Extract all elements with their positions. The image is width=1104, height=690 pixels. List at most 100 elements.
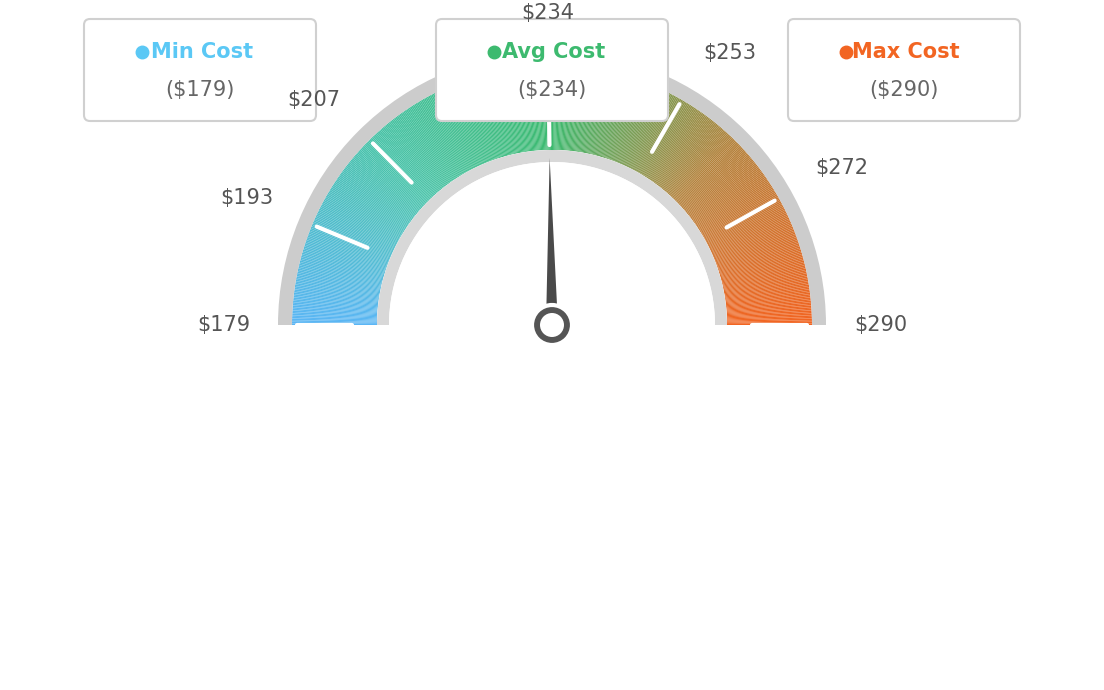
Wedge shape <box>725 286 809 299</box>
Wedge shape <box>295 286 379 299</box>
Wedge shape <box>572 67 583 151</box>
Wedge shape <box>534 66 541 150</box>
Wedge shape <box>294 294 379 305</box>
Wedge shape <box>467 79 496 159</box>
Wedge shape <box>711 217 789 253</box>
Wedge shape <box>294 299 378 308</box>
Wedge shape <box>293 315 378 319</box>
Wedge shape <box>630 92 670 169</box>
Wedge shape <box>714 228 794 261</box>
Wedge shape <box>726 317 811 321</box>
Wedge shape <box>317 213 394 250</box>
Wedge shape <box>692 170 762 221</box>
Wedge shape <box>560 66 565 150</box>
Wedge shape <box>464 80 493 160</box>
Wedge shape <box>306 240 386 269</box>
Wedge shape <box>412 106 458 178</box>
Wedge shape <box>716 239 798 268</box>
Wedge shape <box>510 68 524 152</box>
Text: $193: $193 <box>221 188 274 208</box>
Wedge shape <box>347 164 414 218</box>
Wedge shape <box>518 67 530 152</box>
Wedge shape <box>726 301 811 310</box>
Wedge shape <box>684 155 751 212</box>
Wedge shape <box>723 268 806 288</box>
Wedge shape <box>332 184 405 231</box>
Wedge shape <box>517 67 529 152</box>
Wedge shape <box>613 81 644 161</box>
Text: ($179): ($179) <box>166 80 235 100</box>
Wedge shape <box>687 159 753 215</box>
Wedge shape <box>401 112 450 183</box>
Wedge shape <box>588 70 607 154</box>
Wedge shape <box>479 75 505 157</box>
Wedge shape <box>640 100 684 175</box>
Wedge shape <box>726 295 810 306</box>
Wedge shape <box>296 279 380 295</box>
Wedge shape <box>617 84 650 163</box>
Wedge shape <box>587 70 605 154</box>
Wedge shape <box>447 86 482 165</box>
Wedge shape <box>348 163 415 217</box>
Wedge shape <box>390 121 444 188</box>
Wedge shape <box>397 115 449 184</box>
Wedge shape <box>725 290 810 303</box>
Wedge shape <box>500 70 518 154</box>
Wedge shape <box>395 117 447 186</box>
Wedge shape <box>349 161 416 216</box>
Wedge shape <box>559 65 563 150</box>
Wedge shape <box>301 254 384 278</box>
Wedge shape <box>643 102 687 175</box>
Wedge shape <box>678 145 741 204</box>
Wedge shape <box>362 146 425 205</box>
Wedge shape <box>688 161 755 216</box>
Wedge shape <box>503 69 520 153</box>
Wedge shape <box>677 142 739 203</box>
Wedge shape <box>633 94 673 170</box>
Wedge shape <box>552 65 553 150</box>
Wedge shape <box>376 150 728 325</box>
Wedge shape <box>307 235 388 266</box>
Wedge shape <box>673 138 733 199</box>
Wedge shape <box>696 176 766 226</box>
Wedge shape <box>597 74 622 157</box>
Wedge shape <box>538 66 543 150</box>
Wedge shape <box>660 121 714 188</box>
Wedge shape <box>524 66 534 151</box>
Wedge shape <box>414 104 460 177</box>
Wedge shape <box>693 172 763 223</box>
Wedge shape <box>584 69 601 153</box>
Wedge shape <box>699 183 771 230</box>
Wedge shape <box>371 138 431 199</box>
Text: Max Cost: Max Cost <box>852 42 959 62</box>
Wedge shape <box>293 320 378 323</box>
Wedge shape <box>542 65 546 150</box>
Wedge shape <box>553 65 555 150</box>
Wedge shape <box>712 221 792 257</box>
Wedge shape <box>294 297 378 308</box>
Wedge shape <box>655 115 707 184</box>
Wedge shape <box>433 93 473 170</box>
Wedge shape <box>687 158 752 213</box>
Wedge shape <box>466 79 495 160</box>
Wedge shape <box>724 283 809 297</box>
Wedge shape <box>650 110 700 181</box>
Text: $179: $179 <box>197 315 250 335</box>
Wedge shape <box>726 319 811 322</box>
Wedge shape <box>721 257 804 280</box>
Wedge shape <box>519 67 531 151</box>
FancyBboxPatch shape <box>436 19 668 121</box>
Text: $290: $290 <box>854 315 907 335</box>
Wedge shape <box>720 251 802 276</box>
Wedge shape <box>508 68 523 152</box>
Wedge shape <box>570 66 580 151</box>
Wedge shape <box>606 78 634 159</box>
Text: Avg Cost: Avg Cost <box>502 42 606 62</box>
Wedge shape <box>331 187 404 233</box>
Wedge shape <box>293 302 378 311</box>
Wedge shape <box>683 153 749 210</box>
Wedge shape <box>350 161 416 215</box>
Wedge shape <box>481 75 506 157</box>
Wedge shape <box>293 306 378 313</box>
Wedge shape <box>291 322 376 324</box>
